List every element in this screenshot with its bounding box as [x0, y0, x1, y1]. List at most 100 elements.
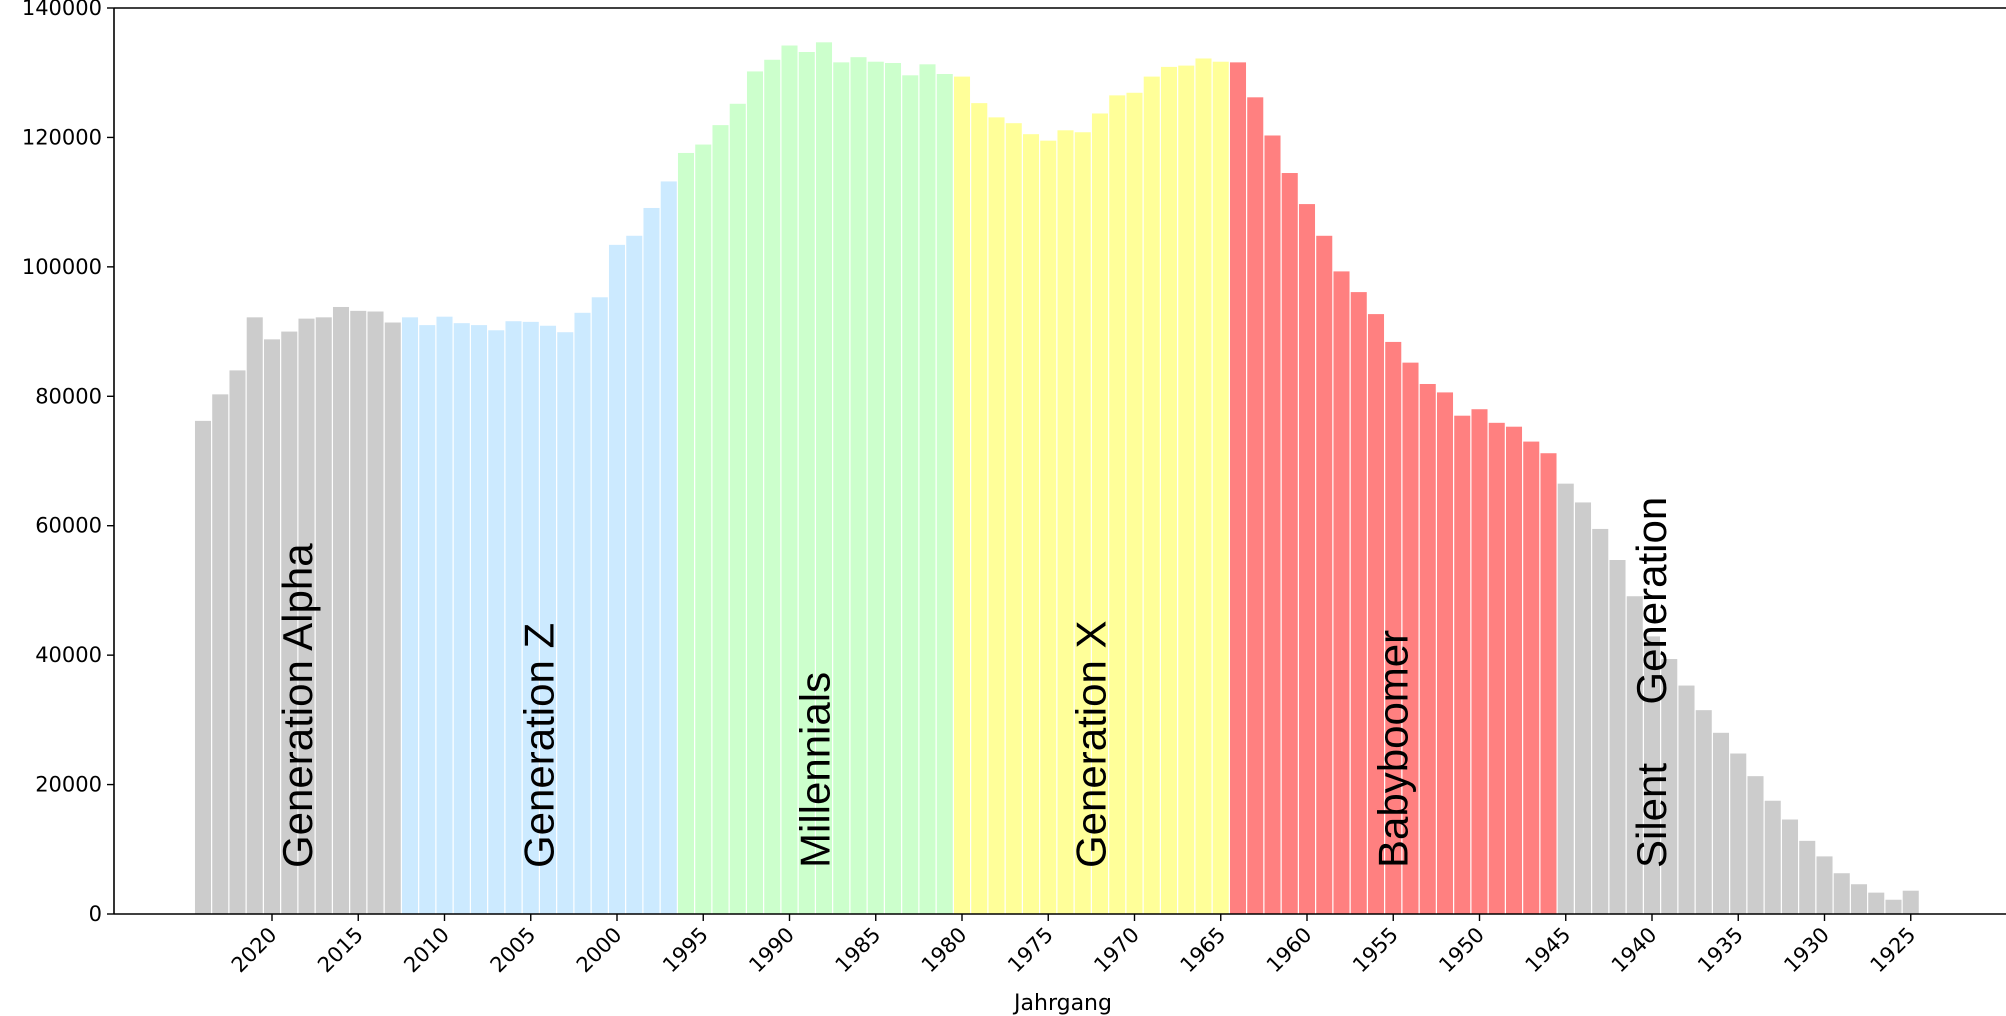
- y-tick-label: 20000: [35, 773, 102, 797]
- bar-1965: [1212, 61, 1229, 914]
- y-tick-label: 80000: [35, 384, 102, 408]
- bar-1941: [1626, 596, 1643, 914]
- bar-1938: [1678, 685, 1695, 914]
- y-tick-label: 120000: [22, 125, 102, 149]
- bar-2021: [246, 317, 263, 915]
- bar-1992: [746, 71, 764, 915]
- bar-1987: [833, 62, 850, 915]
- bar-2011: [419, 325, 436, 915]
- bar-2023: [212, 394, 229, 915]
- bar-1937: [1695, 710, 1712, 914]
- x-tick-label: 1945: [1521, 923, 1576, 978]
- x-tick-label: 2015: [313, 923, 368, 978]
- bar-1962: [1264, 135, 1281, 915]
- bar-2022: [229, 370, 246, 914]
- y-tick-label: 0: [89, 902, 102, 926]
- x-tick-label: 1935: [1693, 923, 1748, 978]
- x-tick-label: 1950: [1434, 923, 1489, 978]
- bar-1974: [1057, 130, 1074, 914]
- bar-2018: [298, 318, 315, 914]
- x-tick-label: 1965: [1176, 923, 1231, 978]
- bar-1975: [1040, 140, 1057, 914]
- bar-1984: [884, 63, 902, 914]
- bar-2024: [194, 420, 212, 914]
- bar-1935: [1730, 753, 1747, 914]
- bar-1930: [1816, 856, 1833, 914]
- x-tick-label: 1970: [1089, 923, 1144, 978]
- bar-1925: [1902, 890, 1919, 914]
- x-tick-label: 1975: [1003, 923, 1058, 978]
- bar-2019: [281, 331, 298, 914]
- bar-1948: [1505, 426, 1523, 914]
- bar-1927: [1868, 892, 1885, 914]
- bar-1955: [1385, 341, 1402, 914]
- bar-1990: [781, 45, 798, 914]
- bar-1982: [919, 64, 936, 915]
- bar-1952: [1436, 392, 1454, 914]
- generation-labels-layer: Generation Alpha Generation Z Millennials G…: [274, 497, 1675, 868]
- x-tick-label: 1960: [1262, 923, 1317, 978]
- bar-1953: [1419, 383, 1436, 914]
- bar-1995: [695, 144, 712, 915]
- bar-1950: [1471, 409, 1488, 914]
- bar-1978: [988, 117, 1005, 915]
- bar-1932: [1781, 819, 1799, 914]
- bar-2004: [539, 325, 557, 914]
- bar-2010: [436, 316, 453, 914]
- bar-2012: [401, 317, 419, 915]
- x-tick-label: 1985: [831, 923, 886, 978]
- bar-1980: [953, 76, 971, 915]
- bar-1969: [1143, 76, 1160, 915]
- x-tick-label: 1925: [1866, 923, 1921, 978]
- bar-1985: [867, 61, 884, 914]
- x-axis-title: Jahrgang: [1012, 991, 1112, 1016]
- bar-1991: [764, 59, 781, 914]
- bar-1956: [1367, 314, 1385, 915]
- bar-1986: [850, 57, 867, 915]
- bar-1928: [1850, 884, 1868, 914]
- bar-1970: [1126, 92, 1143, 914]
- bar-2005: [522, 321, 539, 914]
- bar-1959: [1316, 235, 1333, 915]
- bars-layer: [194, 42, 1919, 915]
- bar-1999: [626, 235, 643, 915]
- bar-1929: [1833, 873, 1850, 914]
- bar-1973: [1074, 132, 1091, 914]
- bar-2016: [332, 306, 350, 915]
- bar-2001: [591, 297, 608, 914]
- bar-1931: [1799, 840, 1816, 914]
- bar-1945: [1557, 483, 1574, 914]
- bar-1979: [971, 103, 988, 914]
- y-tick-label: 40000: [35, 643, 102, 667]
- bar-1943: [1592, 528, 1609, 914]
- bar-1949: [1488, 422, 1505, 914]
- bar-2007: [488, 330, 505, 914]
- bar-2020: [263, 339, 281, 915]
- bar-1972: [1091, 113, 1109, 915]
- x-tick-label: 2005: [486, 923, 541, 978]
- bar-1989: [798, 52, 815, 914]
- bar-1960: [1298, 204, 1316, 914]
- y-tick-label: 140000: [22, 0, 102, 20]
- bar-1926: [1885, 899, 1902, 914]
- bar-1983: [902, 75, 919, 915]
- generation-label: Generation Z: [515, 623, 562, 868]
- bar-2008: [470, 325, 488, 915]
- bar-1968: [1160, 66, 1178, 914]
- bar-1951: [1454, 415, 1471, 914]
- bar-1936: [1712, 732, 1730, 914]
- bar-1940: [1643, 636, 1661, 914]
- bar-1981: [936, 74, 953, 914]
- bar-1993: [729, 103, 746, 914]
- bar-1998: [643, 207, 660, 915]
- generation-label: Millennials: [791, 672, 838, 868]
- bar-2003: [557, 332, 574, 915]
- bar-2015: [350, 310, 367, 914]
- bar-2009: [453, 323, 470, 914]
- bar-2013: [384, 322, 401, 914]
- x-tick-label: 2020: [227, 923, 282, 978]
- bar-2006: [505, 321, 522, 915]
- bar-1994: [712, 125, 729, 914]
- bar-1939: [1661, 659, 1678, 914]
